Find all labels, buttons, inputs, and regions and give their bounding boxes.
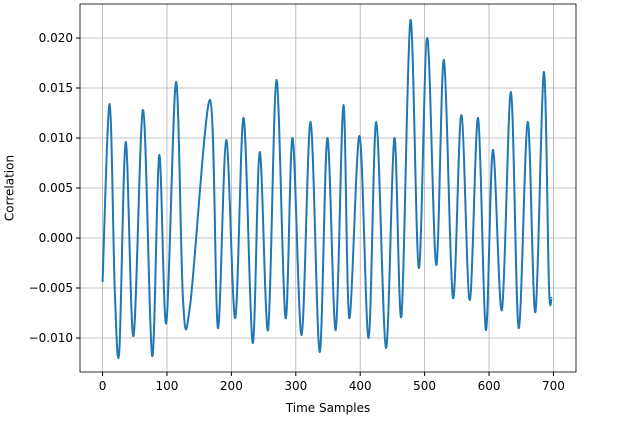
x-tick-label: 400: [349, 379, 372, 393]
y-tick-label: 0.000: [39, 231, 73, 245]
x-tick-label: 700: [542, 379, 565, 393]
x-tick-label: 100: [156, 379, 179, 393]
y-tick-label: 0.005: [39, 181, 73, 195]
line-series: [101, 18, 553, 360]
y-axis-label: Correlation: [3, 155, 17, 221]
y-tick-label: −0.005: [29, 281, 73, 295]
x-axis-label: Time Samples: [285, 401, 370, 415]
y-tick-label: 0.020: [39, 31, 73, 45]
y-tick-label: 0.015: [39, 81, 73, 95]
y-tick-label: −0.010: [29, 331, 73, 345]
x-tick-label: 300: [284, 379, 307, 393]
x-tick-label: 500: [413, 379, 436, 393]
x-tick-label: 600: [478, 379, 501, 393]
y-tick-label: 0.010: [39, 131, 73, 145]
x-tick-label: 0: [99, 379, 107, 393]
x-tick-label: 200: [220, 379, 243, 393]
plot-frame: [79, 3, 577, 373]
